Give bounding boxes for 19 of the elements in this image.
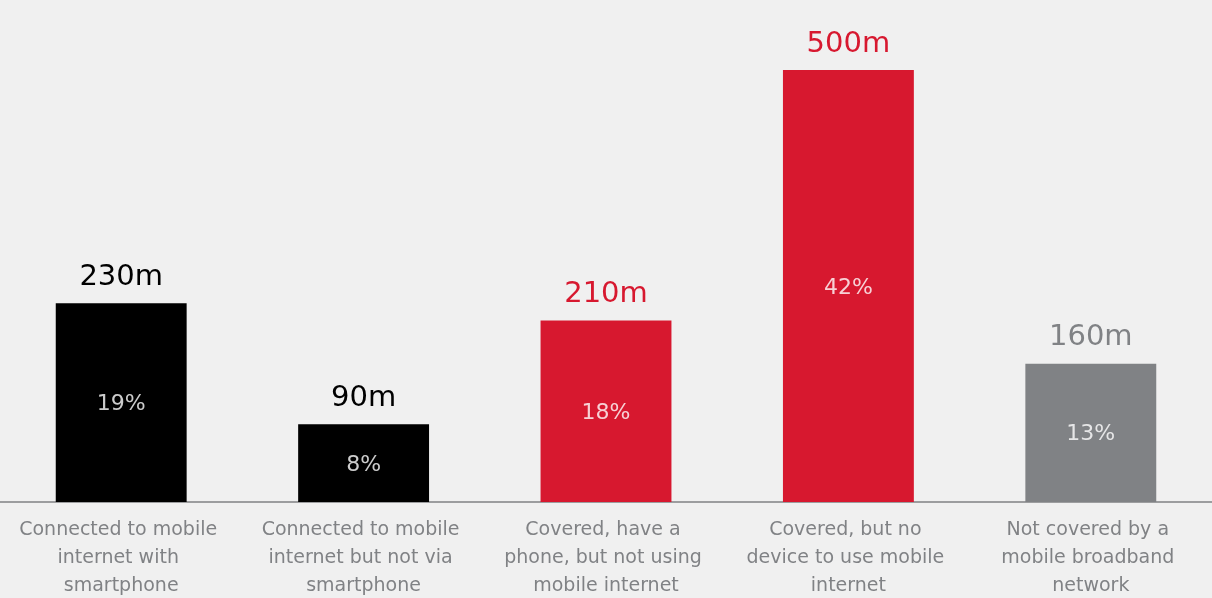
x-tick-label: Covered, but no device to use mobile internet xyxy=(746,517,951,595)
annotation: 19% xyxy=(96,390,146,416)
annotation: 18% xyxy=(581,398,631,424)
annotation: 42% xyxy=(823,273,873,299)
x-tick-label: Connected to mobile internet but not via smartphone xyxy=(261,517,466,595)
x-tick-label: Covered, have a phone, but not using mobile internet xyxy=(504,517,708,595)
data-label: 500m xyxy=(806,24,891,59)
x-tick-label: Connected to mobile internet with smartphone xyxy=(19,517,224,595)
x-tick-label: Not covered by a mobile broadband network xyxy=(1001,517,1181,595)
data-label: 210m xyxy=(564,275,648,310)
annotation: 8% xyxy=(346,450,382,476)
data-label: 230m xyxy=(79,257,163,292)
bar xyxy=(298,424,430,502)
bar xyxy=(55,303,187,502)
annotation: 13% xyxy=(1066,420,1116,446)
data-label: 90m xyxy=(331,378,397,413)
bar xyxy=(540,320,672,502)
data-label: 160m xyxy=(1049,318,1133,353)
bar xyxy=(782,70,914,502)
